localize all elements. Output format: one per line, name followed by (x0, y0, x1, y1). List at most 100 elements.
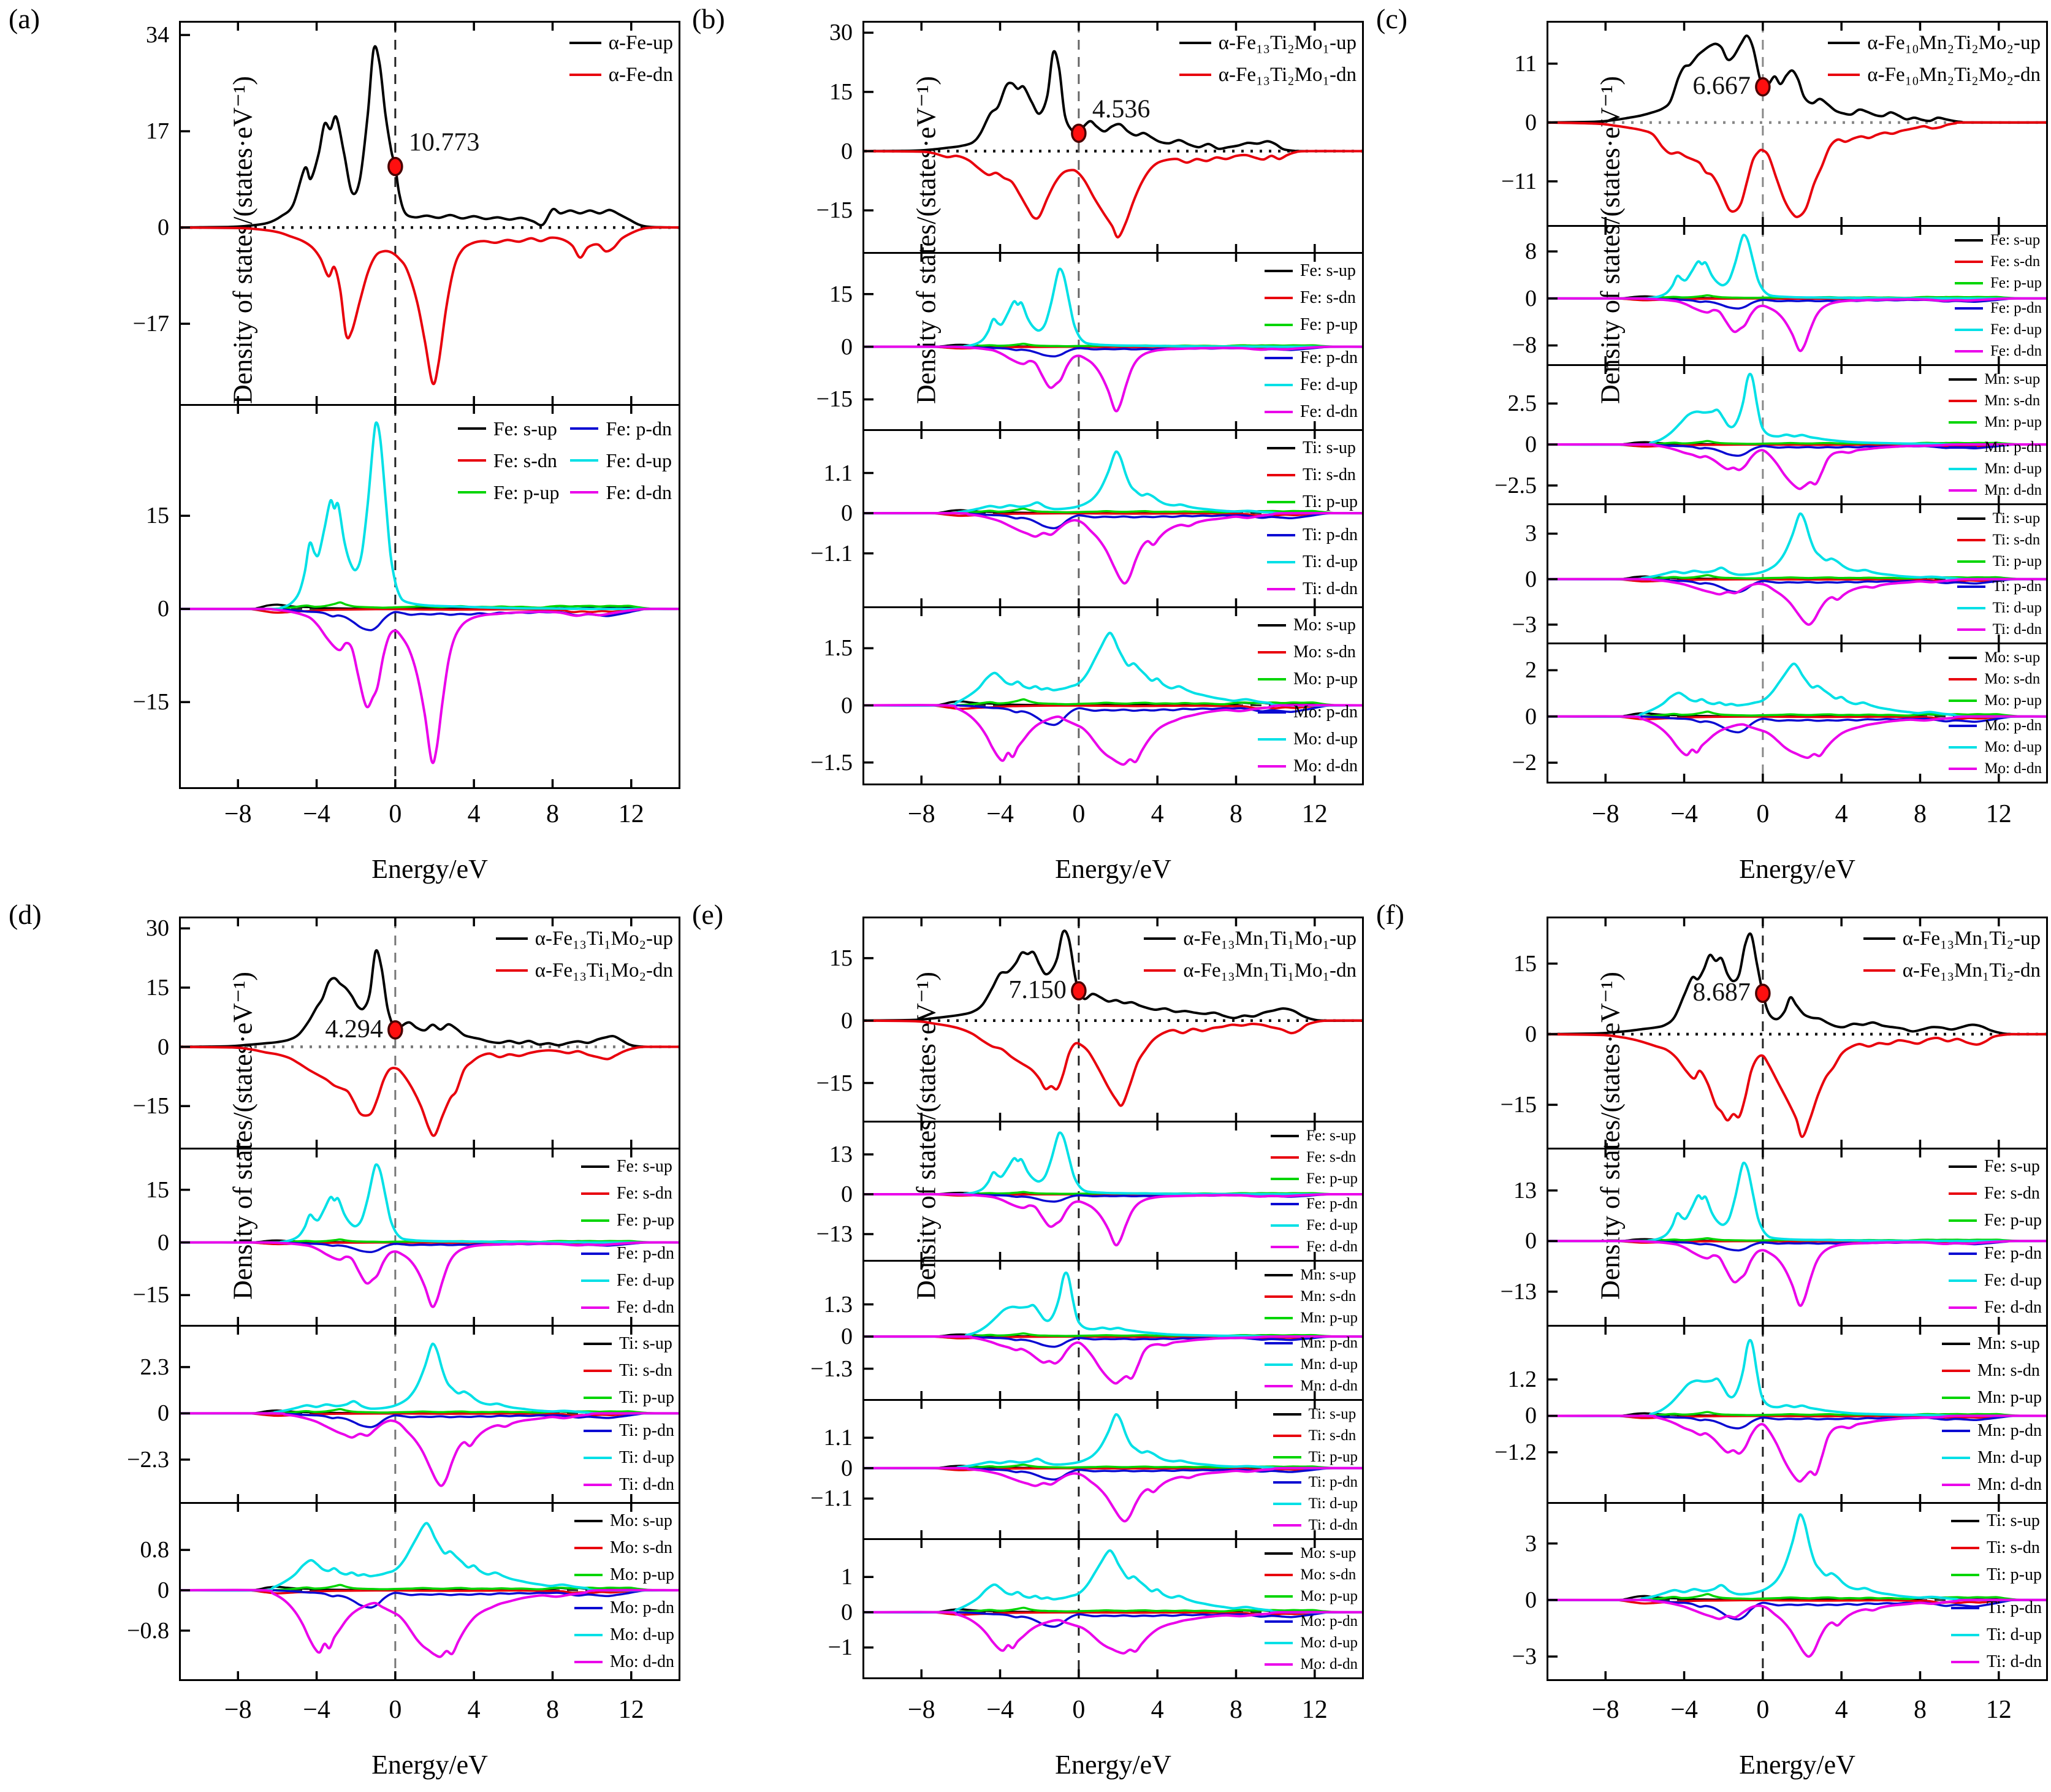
legend-item: Fe: d-up (1264, 372, 1358, 398)
y-tick-marks (1548, 1378, 1558, 1454)
legend-line-sample (1264, 270, 1293, 272)
dos-curve-mo-p-up (862, 698, 1364, 707)
subplot-mo: Mo: s-up Mo: s-dn Mo: p-up Mo: p-dn Mo: d-up… (862, 606, 1364, 785)
legend-line-sample (580, 1252, 609, 1255)
legend-item: Fe: p-dn (1954, 297, 2042, 319)
legend-label: Fe: p-up (1990, 275, 2042, 291)
legend-item: α-Fe₁₃Ti₁Mo₂-up (495, 923, 673, 955)
legend-label: α-Fe₁₀Mn₂Ti₂Mo₂-dn (1867, 64, 2041, 86)
legend-label: Mo: s-up (610, 1511, 672, 1530)
y-tick-marks (181, 34, 190, 325)
legend-label: Mo: p-up (1293, 669, 1358, 688)
legend-label: Mo: d-up (1300, 1634, 1358, 1651)
y-tick-label: 2.3 (140, 1354, 170, 1380)
legend-line-sample (1273, 1434, 1301, 1437)
legend: α-Fe₁₃Mn₁Ti₁Mo₁-up α-Fe₁₃Mn₁Ti₁Mo₁-dn (1144, 923, 1357, 986)
legend: Fe: s-up Fe: s-dn Fe: p-up Fe: p-dn Fe: d-up… (457, 413, 672, 508)
legend-item: Mo: d-up (1258, 726, 1358, 753)
legend-item: Fe: p-up (580, 1207, 674, 1234)
y-tick-label: −3 (1512, 611, 1537, 638)
legend-label: Ti: d-up (1992, 600, 2042, 616)
x-tick-label: 0 (1756, 1696, 1770, 1724)
panel-e: (e) Density of states/(states·eV⁻¹) 7.15… (683, 896, 1368, 1792)
x-tick-label: −4 (1670, 1696, 1698, 1724)
legend-label: Fe: d-up (1306, 1217, 1358, 1233)
legend-label: Mo: s-up (1293, 616, 1356, 635)
legend-label: Mo: p-up (610, 1565, 674, 1584)
y-tick-label: −15 (816, 197, 853, 224)
legend: Mo: s-up Mo: s-dn Mo: p-up Mo: p-dn Mo: d-up… (1949, 647, 2042, 779)
y-tick-label: 2 (1525, 657, 1537, 684)
legend-line-sample (1270, 1177, 1299, 1180)
y-tick-label: 15 (829, 281, 853, 307)
legend-line-sample (1863, 969, 1895, 972)
legend-label: Mn: d-dn (1984, 482, 2042, 498)
legend-line-sample (1942, 1343, 1970, 1345)
y-tick-label: −1.3 (810, 1355, 853, 1382)
dos-curve-ti-s-dn (1547, 1599, 2048, 1605)
dos-curve-fe-d-up (1547, 1161, 2048, 1243)
x-tick-label: 0 (1756, 800, 1770, 828)
legend-item: α-Fe-up (569, 27, 673, 59)
legend-line-sample (1270, 1202, 1299, 1205)
y-tick-label: 0 (841, 1324, 853, 1350)
legend-line-sample (1957, 606, 1985, 609)
legend-item: Mn: s-up (1949, 368, 2040, 390)
legend-line-sample (1949, 467, 1977, 470)
dos-curve-total-dn (179, 1045, 680, 1137)
legend-line-sample (574, 1547, 603, 1549)
legend-line-sample (1942, 1484, 1970, 1486)
y-tick-label: −15 (1500, 1092, 1537, 1118)
x-tick-marks (237, 23, 633, 404)
x-tick-label: 4 (1151, 1696, 1164, 1724)
y-tick-label: 0 (158, 1229, 169, 1256)
dos-curve-mn-p-up (1547, 440, 2048, 446)
legend: Fe: s-up Fe: s-dn Fe: p-up Fe: p-dn Fe: d-up… (580, 1153, 674, 1321)
y-tick-label: 30 (146, 915, 169, 942)
plot-area: 4.536 α-Fe₁₃Ti₂Mo₁-up α-Fe₁₃Ti₂Mo₁-dn Fe: s… (862, 21, 1364, 791)
legend-item: Mo: p-dn (1949, 715, 2042, 736)
subplot-canvas (179, 1325, 680, 1504)
panel-a-label: (a) (9, 3, 40, 34)
y-tick-marks (864, 1576, 873, 1649)
legend-line-sample (1270, 1224, 1299, 1227)
x-tick-label: 12 (1985, 800, 2012, 828)
legend-item: Mn: p-dn (1942, 1417, 2042, 1444)
subplot-canvas (1547, 1325, 2048, 1504)
x-tick-marks (1604, 918, 2000, 1148)
subplot-total: 7.150 α-Fe₁₃Mn₁Ti₁Mo₁-up α-Fe₁₃Mn₁Ti₁Mo₁-d… (862, 917, 1364, 1123)
dos-curve-mo-p-dn (179, 1589, 680, 1609)
legend-label: α-Fe₁₃Ti₂Mo₁-up (1218, 32, 1357, 54)
legend-line-sample (495, 937, 528, 940)
x-tick-marks (920, 431, 1316, 606)
legend-line-sample (1942, 1370, 1970, 1372)
axis-border (179, 404, 680, 789)
dos-curve-mn-p-dn (1547, 1414, 2048, 1430)
legend-label: Fe: p-up (1984, 1211, 2042, 1230)
legend-item: Mo: d-up (1265, 1632, 1358, 1653)
x-tick-label: 12 (1985, 1696, 2012, 1724)
legend-label: Fe: s-up (1299, 261, 1356, 280)
dos-curve-ti-p-dn (862, 512, 1364, 530)
dos-curve-fe-d-dn (179, 1241, 680, 1308)
y-tick-label: 17 (146, 118, 169, 145)
dos-curve-mo-d-dn (1547, 715, 2048, 759)
x-axis-title: Energy/eV (1739, 854, 1855, 884)
annotation-value: 6.667 (1692, 72, 1751, 101)
legend-line-sample (574, 1574, 603, 1576)
x-tick-label: 4 (1151, 800, 1164, 828)
y-tick-marks (864, 647, 873, 764)
subplot-canvas (1547, 364, 2048, 505)
legend-item: Mn: p-up (1942, 1384, 2042, 1411)
legend-line-sample (1144, 937, 1176, 940)
x-tick-label: −8 (907, 800, 935, 828)
legend-line-sample (583, 1343, 612, 1345)
legend-line-sample (580, 1279, 609, 1282)
legend-item: α-Fe₁₀Mn₂Ti₂Mo₂-up (1828, 27, 2041, 59)
dos-curve-mn-d-up (1547, 373, 2048, 446)
legend-label: Ti: d-up (1302, 552, 1358, 571)
legend-item: Fe: p-dn (1948, 1240, 2042, 1267)
legend-label: Fe: s-up (1984, 1157, 2040, 1176)
legend-label: Fe: p-up (1299, 315, 1358, 334)
x-axis-title: Energy/eV (1055, 1750, 1171, 1780)
